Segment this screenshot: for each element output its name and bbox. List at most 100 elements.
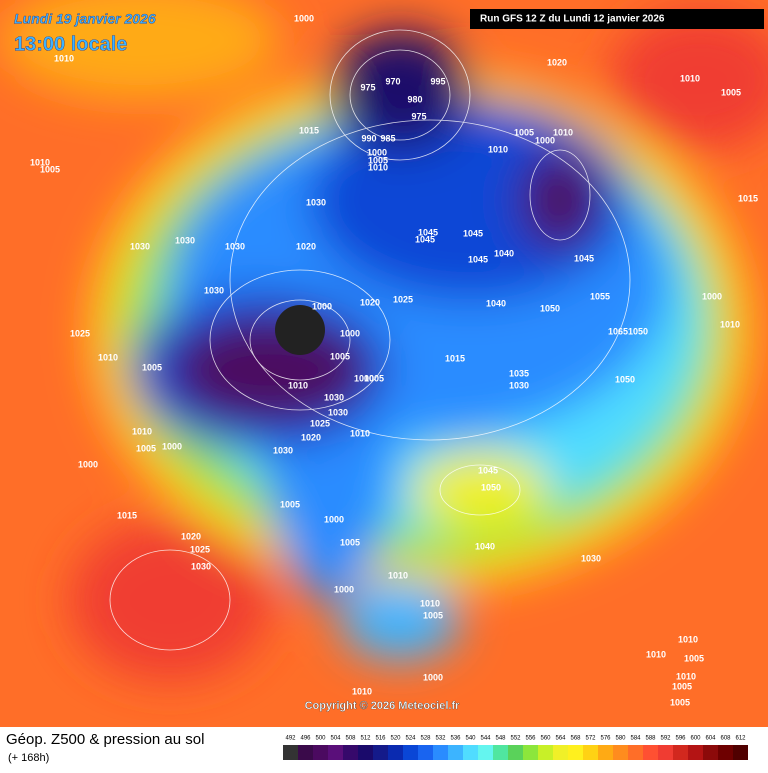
isobar-label: 1025 xyxy=(310,418,330,428)
isobar-label: 1000 xyxy=(162,441,182,451)
isobar-label: 1000 xyxy=(340,328,360,338)
color-bar: 492 496 500 504 508 512 516 520 524 528 532 536 540 5… xyxy=(283,736,748,760)
legend-title: Géop. Z500 & pression au sol xyxy=(6,731,204,748)
color-cell xyxy=(508,745,523,760)
isobar-label: 1005 xyxy=(670,697,690,707)
color-cell xyxy=(298,745,313,760)
isobar-label: 1010 xyxy=(553,127,573,137)
isobar-label: 970 xyxy=(385,76,400,86)
color-tick-label: 556 xyxy=(525,736,536,742)
color-tick-label: 576 xyxy=(600,736,611,742)
color-cell xyxy=(688,745,703,760)
color-cell xyxy=(703,745,718,760)
isobar-label: 1040 xyxy=(486,298,506,308)
isobar-label: 1050 xyxy=(628,326,648,336)
color-cell xyxy=(313,745,328,760)
isobar-label: 1040 xyxy=(475,541,495,551)
isobar-label: 1025 xyxy=(190,544,210,554)
color-tick-label: 584 xyxy=(630,736,641,742)
isobar-label: 1010 xyxy=(352,686,372,696)
color-cell xyxy=(568,745,583,760)
isobar-label: 1000 xyxy=(354,373,374,383)
isobar-label: 1045 xyxy=(478,465,498,475)
color-tick-label: 572 xyxy=(585,736,596,742)
isobar-label: 1005 xyxy=(364,373,384,383)
color-cell xyxy=(283,745,298,760)
isobar-label: 1010 xyxy=(368,162,388,172)
isobar-label: 1020 xyxy=(296,241,316,251)
isobar-label: 1045 xyxy=(468,254,488,264)
color-tick-label: 520 xyxy=(390,736,401,742)
color-tick-label: 588 xyxy=(645,736,656,742)
legend-subtitle: (+ 168h) xyxy=(8,752,49,764)
copyright: Copyright © 2026 Meteociel.fr xyxy=(305,700,461,712)
isobar-label: 1010 xyxy=(646,649,666,659)
isobar-label: 1005 xyxy=(142,362,162,372)
isobar-label: 1005 xyxy=(368,155,388,165)
isobar-label: 990 xyxy=(361,133,376,143)
color-cell xyxy=(628,745,643,760)
isobar-label: 1005 xyxy=(40,164,60,174)
color-tick-label: 512 xyxy=(360,736,371,742)
isobar-label: 1030 xyxy=(306,197,326,207)
color-cell xyxy=(658,745,673,760)
isobar-label: 1000 xyxy=(423,672,443,682)
color-tick-label: 536 xyxy=(450,736,461,742)
isobar-label: 1020 xyxy=(181,531,201,541)
time-label: 13:00 locale xyxy=(14,33,127,55)
isobar-label: 1000 xyxy=(294,13,314,23)
color-tick-label: 496 xyxy=(300,736,311,742)
color-tick-label: 500 xyxy=(315,736,326,742)
isobar-label: 1005 xyxy=(330,351,350,361)
isobar-label: 1010 xyxy=(488,144,508,154)
color-cell xyxy=(343,745,358,760)
color-tick-label: 548 xyxy=(495,736,506,742)
isobar-label: 1045 xyxy=(418,227,438,237)
color-cell xyxy=(388,745,403,760)
color-cell xyxy=(583,745,598,760)
isobar-label: 1030 xyxy=(324,392,344,402)
isobar-label: 1010 xyxy=(420,598,440,608)
isobar-label: 1010 xyxy=(676,671,696,681)
isobar-label: 1030 xyxy=(509,380,529,390)
isobar-label: 995 xyxy=(430,76,445,86)
color-tick-label: 560 xyxy=(540,736,551,742)
color-cell xyxy=(643,745,658,760)
isobar-label: 1000 xyxy=(312,301,332,311)
color-tick-label: 524 xyxy=(405,736,416,742)
isobar-label: 1000 xyxy=(535,135,555,145)
isobar-label: 975 xyxy=(360,82,375,92)
isobar-label: 1020 xyxy=(360,297,380,307)
color-cell xyxy=(553,745,568,760)
color-cell xyxy=(673,745,688,760)
isobar-label: 1000 xyxy=(324,514,344,524)
isobar-label: 1005 xyxy=(721,87,741,97)
isobar-label: 1030 xyxy=(204,285,224,295)
isobar-label: 1030 xyxy=(328,407,348,417)
isobar-label: 1010 xyxy=(388,570,408,580)
isobar-label: 1000 xyxy=(78,459,98,469)
color-cell xyxy=(448,745,463,760)
isobar-label: 1010 xyxy=(350,428,370,438)
isobar-label: 1010 xyxy=(54,53,74,63)
color-cell xyxy=(418,745,433,760)
color-tick-label: 540 xyxy=(465,736,476,742)
color-tick-label: 492 xyxy=(285,736,296,742)
isobar-label: 1050 xyxy=(540,303,560,313)
color-tick-label: 508 xyxy=(345,736,356,742)
isobar-label: 1020 xyxy=(547,57,567,67)
isobar-label: 1035 xyxy=(509,368,529,378)
isobar-label: 1005 xyxy=(136,443,156,453)
isobar-label: 1030 xyxy=(273,445,293,455)
color-tick-label: 552 xyxy=(510,736,521,742)
isobar-label: 1025 xyxy=(70,328,90,338)
isobar-label: 1010 xyxy=(720,319,740,329)
run-label: Run GFS 12 Z du Lundi 12 janvier 2026 xyxy=(480,14,665,25)
isobar-label: 1020 xyxy=(301,432,321,442)
isobar-label: 1010 xyxy=(678,634,698,644)
color-cell xyxy=(433,745,448,760)
color-tick-label: 596 xyxy=(675,736,686,742)
color-cell xyxy=(403,745,418,760)
color-tick-label: 604 xyxy=(705,736,716,742)
